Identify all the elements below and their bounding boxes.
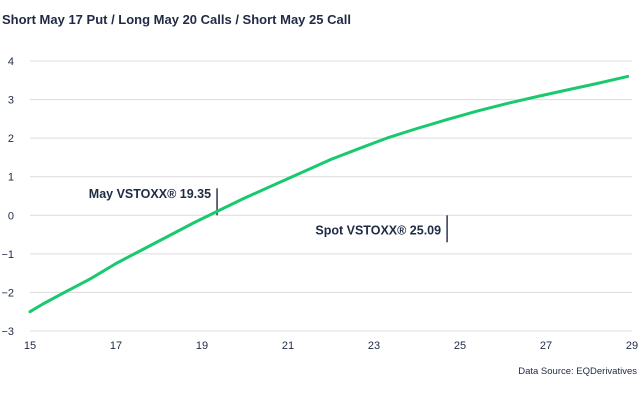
y-axis-ticks: 4 3 2 1 0 −1 −2 −3 bbox=[1, 56, 14, 338]
gridlines bbox=[30, 60, 632, 332]
x-tick-label: 17 bbox=[110, 340, 122, 352]
x-tick-label: 29 bbox=[626, 340, 638, 352]
x-tick-label: 15 bbox=[24, 340, 36, 352]
y-tick-label: 3 bbox=[8, 95, 14, 107]
y-tick-label: −3 bbox=[1, 326, 14, 338]
y-tick-label: −2 bbox=[1, 287, 14, 299]
annotation-label: Spot VSTOXX® 25.09 bbox=[315, 224, 441, 238]
x-tick-label: 21 bbox=[282, 340, 294, 352]
x-axis-ticks: 15 17 19 21 23 25 27 29 bbox=[24, 340, 638, 352]
y-tick-label: 1 bbox=[8, 172, 14, 184]
y-tick-label: 0 bbox=[8, 210, 14, 222]
x-tick-label: 23 bbox=[368, 340, 380, 352]
x-tick-label: 27 bbox=[540, 340, 552, 352]
x-tick-label: 25 bbox=[454, 340, 466, 352]
annotations: May VSTOXX® 19.35 Spot VSTOXX® 25.09 bbox=[89, 187, 448, 243]
chart-title: Short May 17 Put / Long May 20 Calls / S… bbox=[2, 12, 351, 27]
annotation-label: May VSTOXX® 19.35 bbox=[89, 187, 211, 201]
series-lines bbox=[28, 74, 630, 314]
data-source-note: Data Source: EQDerivatives bbox=[518, 366, 637, 377]
y-tick-label: 4 bbox=[8, 56, 14, 68]
x-tick-label: 19 bbox=[196, 340, 208, 352]
y-tick-label: −1 bbox=[1, 249, 14, 261]
series-line bbox=[28, 74, 630, 314]
y-tick-label: 2 bbox=[8, 133, 14, 145]
